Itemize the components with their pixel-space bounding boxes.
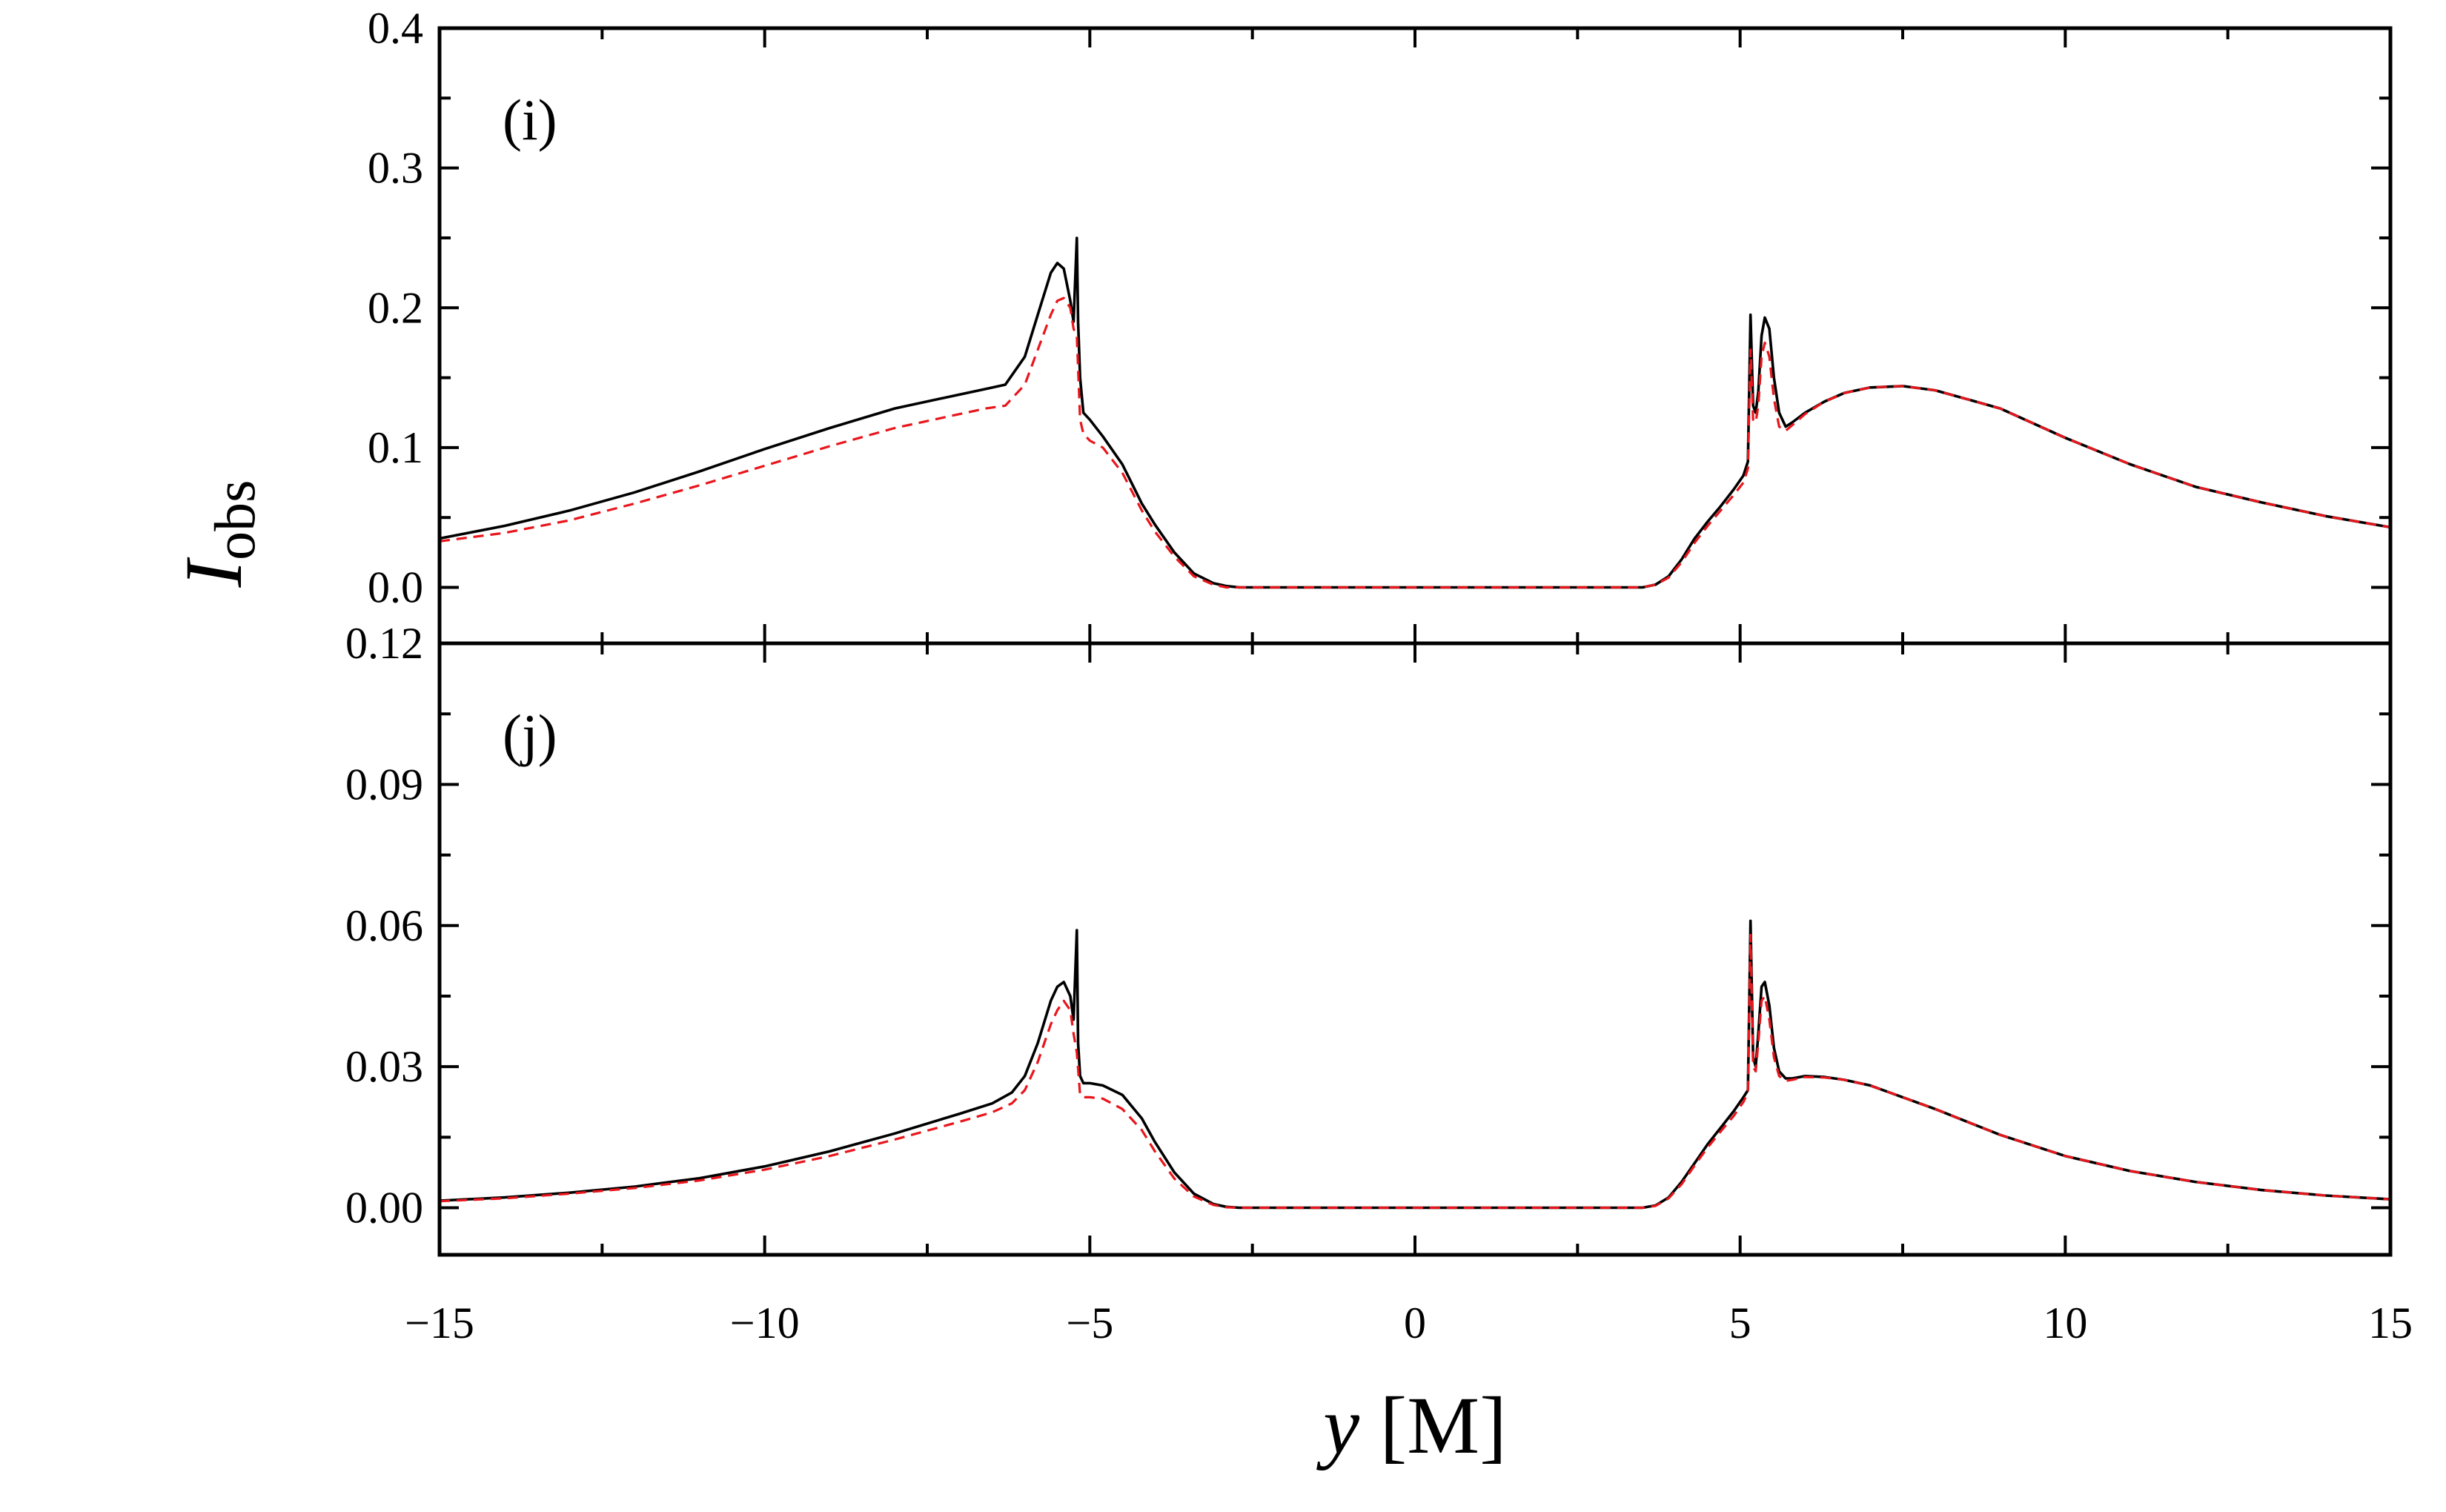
y-tick-label: 0.09 bbox=[345, 760, 423, 809]
y-axis-title-main: I bbox=[168, 557, 259, 588]
dashed-red-series-line bbox=[439, 296, 2391, 589]
x-axis-title-variable: y bbox=[1316, 1380, 1359, 1470]
y-tick-label: 0.12 bbox=[345, 619, 423, 668]
panel-frames bbox=[437, 26, 2393, 1257]
panel-j: 0.00 0.03 0.06 0.09 0.12 (j) bbox=[345, 619, 2392, 1255]
x-tick-label: −5 bbox=[1066, 1299, 1113, 1347]
y-tick-label: 0.03 bbox=[345, 1042, 423, 1091]
plot-frame bbox=[437, 641, 2393, 1257]
x-tick-label: 15 bbox=[2368, 1299, 2413, 1347]
x-axis-title-unit: [M] bbox=[1359, 1380, 1507, 1470]
x-axis-title: y [M] bbox=[1316, 1380, 1506, 1470]
y-tick-label: 0.4 bbox=[368, 4, 423, 53]
x-tick-label: 10 bbox=[2043, 1299, 2087, 1347]
x-tick-label: −15 bbox=[405, 1299, 474, 1347]
x-tick-label: 0 bbox=[1404, 1299, 1426, 1347]
panel-j-series bbox=[439, 919, 2391, 1210]
y-tick-label: 0.00 bbox=[345, 1184, 423, 1233]
panel-i-y-tick-labels: 0.0 0.1 0.2 0.3 0.4 bbox=[368, 4, 423, 612]
plot-frame bbox=[437, 26, 2393, 646]
panel-i: 0.0 0.1 0.2 0.3 0.4 (i) bbox=[368, 4, 2392, 643]
panel-i-label: (i) bbox=[503, 87, 557, 152]
y-axis-title-sub: obs bbox=[202, 480, 267, 560]
x-tick-label: 5 bbox=[1729, 1299, 1751, 1347]
panel-i-ticks bbox=[438, 27, 2392, 643]
y-axis-title: Iobs bbox=[168, 480, 267, 588]
dashed-red-series-line bbox=[439, 933, 2391, 1210]
y-tick-label: 0.2 bbox=[368, 283, 423, 332]
y-tick-label: 0.0 bbox=[368, 563, 423, 612]
y-tick-label: 0.1 bbox=[368, 423, 423, 472]
panel-j-y-tick-labels: 0.00 0.03 0.06 0.09 0.12 bbox=[345, 619, 423, 1233]
y-tick-label: 0.06 bbox=[345, 901, 423, 950]
y-tick-label: 0.3 bbox=[368, 144, 423, 193]
panel-i-series bbox=[439, 236, 2391, 589]
x-tick-labels: −15 −10 −5 0 5 10 15 bbox=[405, 1299, 2413, 1347]
x-tick-label: −10 bbox=[730, 1299, 800, 1347]
solid-black-series-line bbox=[439, 236, 2391, 589]
panel-j-label: (j) bbox=[503, 703, 557, 767]
